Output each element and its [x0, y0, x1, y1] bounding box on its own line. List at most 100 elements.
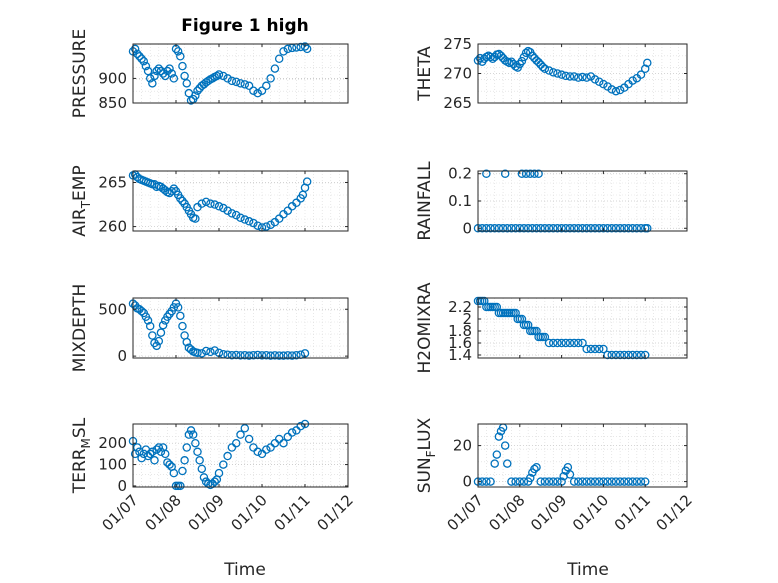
data-point — [227, 209, 237, 218]
data-point — [279, 351, 288, 360]
data-point — [240, 350, 250, 360]
data-point — [582, 344, 591, 354]
data-point — [176, 194, 185, 203]
data-point — [557, 338, 566, 348]
data-point — [178, 466, 187, 476]
data-point — [193, 348, 202, 358]
y-tick-label: 900 — [98, 69, 127, 87]
y-tick-label: 0.2 — [448, 165, 472, 183]
data-point — [283, 44, 293, 54]
data-point — [150, 71, 159, 81]
data-point — [492, 450, 502, 459]
data-point — [145, 74, 155, 83]
data-point — [503, 459, 512, 468]
data-point — [569, 72, 579, 81]
data-point — [180, 456, 189, 465]
data-point — [262, 350, 271, 360]
data-point — [178, 196, 187, 206]
data-point — [257, 86, 267, 95]
data-point — [253, 88, 262, 98]
plot-area — [133, 44, 348, 103]
data-point — [594, 344, 604, 354]
data-point — [565, 338, 575, 348]
data-point — [636, 477, 646, 486]
y-tick-label: 0 — [462, 473, 472, 491]
data-point — [236, 351, 245, 360]
data-point — [636, 70, 646, 79]
x-tick-label: 01/10 — [569, 491, 612, 534]
data-point — [158, 69, 168, 78]
data-point — [244, 434, 254, 444]
data-point — [274, 214, 284, 223]
data-point — [231, 438, 241, 448]
data-point — [236, 213, 245, 223]
data-point — [526, 169, 535, 178]
data-point — [197, 464, 207, 474]
y-tick-label: 100 — [98, 456, 127, 474]
data-point — [632, 224, 642, 233]
data-point — [517, 169, 527, 178]
data-point — [540, 477, 550, 486]
data-point — [582, 224, 591, 233]
data-point — [569, 224, 579, 233]
data-point — [523, 224, 533, 233]
data-point — [521, 169, 531, 178]
data-point — [511, 477, 520, 486]
data-point — [569, 477, 579, 486]
data-point — [154, 336, 164, 346]
data-point — [249, 350, 258, 360]
data-point — [561, 224, 571, 233]
data-point — [544, 66, 554, 75]
data-point — [240, 215, 250, 224]
data-point — [292, 198, 301, 208]
x-tick-label: 01/07 — [99, 491, 142, 534]
data-point — [214, 468, 224, 478]
data-point — [548, 477, 558, 486]
data-point — [624, 350, 633, 360]
data-point — [148, 331, 157, 340]
y-axis-label: MIXDEPTH — [70, 284, 90, 373]
data-point — [628, 76, 637, 85]
data-point — [139, 449, 148, 459]
data-point — [528, 51, 537, 61]
data-point — [548, 338, 558, 348]
data-point — [152, 341, 161, 351]
data-point — [244, 217, 254, 226]
data-point — [578, 224, 587, 233]
data-point — [197, 349, 207, 358]
data-point — [206, 347, 215, 357]
data-point — [603, 350, 612, 360]
panel-rainfall: 0 0.1 0.2 RAINFALL — [415, 161, 688, 241]
data-point — [148, 447, 157, 457]
data-point — [628, 224, 637, 233]
x-tick-label: 01/11 — [611, 491, 654, 534]
data-point — [498, 224, 508, 233]
data-point — [191, 91, 200, 100]
y-tick-label: 1.6 — [448, 334, 472, 352]
y-tick-label: 200 — [98, 434, 127, 452]
data-point — [201, 197, 211, 207]
data-point — [227, 350, 237, 360]
plot-area — [133, 424, 348, 487]
data-point — [540, 332, 550, 342]
data-point — [167, 69, 176, 78]
figure-title: Figure 1 high — [181, 16, 309, 36]
data-point — [199, 473, 209, 482]
data-point — [253, 221, 262, 230]
data-point — [482, 224, 491, 233]
data-point — [544, 224, 554, 233]
data-point — [544, 477, 554, 486]
data-point — [223, 206, 232, 215]
data-point — [557, 224, 566, 233]
data-point — [186, 96, 196, 105]
data-point — [173, 303, 183, 312]
data-point — [283, 432, 293, 442]
data-point — [262, 81, 271, 91]
data-point — [178, 61, 187, 71]
x-tick-label: 01/08 — [485, 491, 528, 534]
data-point — [590, 75, 600, 84]
y-tick-label: 270 — [443, 65, 472, 83]
data-point — [156, 328, 166, 337]
data-point — [130, 44, 140, 54]
